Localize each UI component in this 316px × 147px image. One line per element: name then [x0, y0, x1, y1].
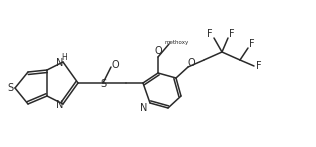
Text: F: F	[256, 61, 262, 71]
Text: S: S	[7, 83, 13, 93]
Text: methoxy: methoxy	[165, 40, 189, 45]
Text: O: O	[187, 58, 195, 68]
Text: N: N	[140, 103, 148, 113]
Text: S: S	[100, 79, 106, 89]
Text: O: O	[111, 60, 119, 70]
Text: O: O	[154, 46, 162, 56]
Text: N: N	[56, 58, 64, 68]
Text: F: F	[229, 29, 235, 39]
Text: F: F	[207, 29, 213, 39]
Text: F: F	[249, 39, 255, 49]
Text: N: N	[56, 100, 64, 110]
Text: H: H	[61, 52, 67, 61]
